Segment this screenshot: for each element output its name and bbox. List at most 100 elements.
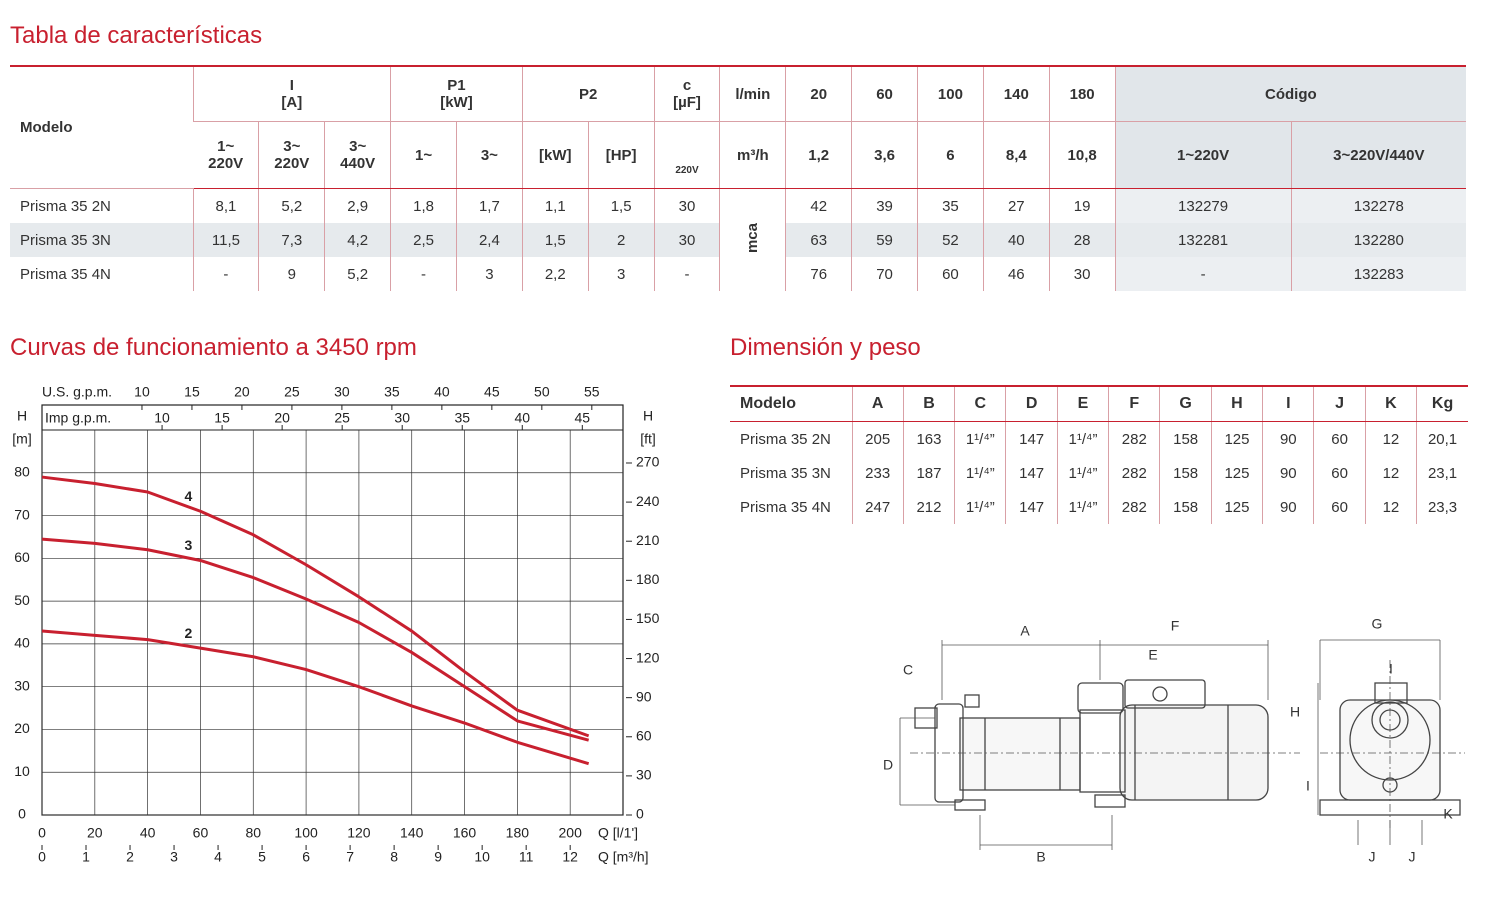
axis-label: Q [l/1'] <box>598 825 638 841</box>
x2-tick-label: 11 <box>519 849 534 865</box>
axis-label: Imp g.p.m. <box>45 410 111 426</box>
dimensions-table: Modelo A B C D E F G H I J K Kg Prisma 35 2N 205 163 1¹/… <box>730 385 1468 524</box>
table-cell: 158 <box>1159 421 1212 456</box>
header-cell: Kg <box>1416 386 1468 422</box>
header-cell: 3,6 <box>851 121 918 189</box>
table-cell: 1¹/⁴” <box>1056 421 1109 456</box>
x-tick-label: 20 <box>87 825 103 841</box>
table-cell: 163 <box>902 421 955 456</box>
table-cell: 90 <box>1262 456 1314 490</box>
x-tick-label: 60 <box>193 825 209 841</box>
table-cell: 90 <box>1262 421 1314 456</box>
dimension-label: E <box>1148 647 1157 663</box>
table-cell: 30 <box>653 188 720 223</box>
table-cell: 60 <box>1313 490 1366 524</box>
table-cell: 35 <box>917 188 984 223</box>
table-cell: 282 <box>1108 456 1160 490</box>
header-cell: Código <box>1114 66 1467 122</box>
table-cell: 5,2 <box>324 257 391 291</box>
curve-label: 4 <box>185 488 193 504</box>
x2-tick-label: 12 <box>562 849 578 865</box>
dimension-label: F <box>1171 618 1180 634</box>
axis-label: H <box>17 408 27 424</box>
table-cell: 2,4 <box>455 223 523 257</box>
curve <box>41 629 590 766</box>
table-cell: - <box>192 257 259 291</box>
table-cell: 8,1 <box>192 188 259 223</box>
table-cell: 4,2 <box>324 223 391 257</box>
header-cell: l/min <box>719 66 786 122</box>
table-row: Prisma 35 4N 247 212 1¹/⁴” 147 1¹/⁴” 282 158 125… <box>730 490 1468 524</box>
x2-tick-label: 7 <box>346 849 354 865</box>
table-cell: 23,1 <box>1416 456 1468 490</box>
x-tick-label: 140 <box>400 825 424 841</box>
dimension-label: J <box>1369 849 1376 865</box>
x2-tick-label: 3 <box>170 849 178 865</box>
dimension-label: I <box>1389 661 1393 677</box>
table-cell: 60 <box>1313 421 1366 456</box>
table-cell: 20,1 <box>1416 421 1468 456</box>
table-cell: 125 <box>1210 456 1263 490</box>
table-cell: 1,1 <box>521 188 589 223</box>
x3-tick-label: 40 <box>434 384 450 400</box>
header-cell: J <box>1313 386 1366 422</box>
y2-tick-label: 210 <box>636 532 660 548</box>
header-cell: 1~ <box>390 121 457 189</box>
header-cell: A <box>851 386 904 422</box>
table-row: Prisma 35 4N -9 5,2-3 2,2 3-76 70 60 46 30-13228… <box>10 257 1467 291</box>
x4-tick-label: 20 <box>274 410 290 426</box>
x4-tick-label: 30 <box>394 410 410 426</box>
table-cell: Prisma 35 3N <box>740 464 831 482</box>
y-tick-label: 40 <box>14 635 30 651</box>
x2-tick-label: 9 <box>434 849 442 865</box>
header-cell: K <box>1364 386 1417 422</box>
table-cell: 30 <box>653 223 720 257</box>
y2-tick-label: 240 <box>636 493 660 509</box>
table-cell: 187 <box>902 456 955 490</box>
table-row: Prisma 35 2N 8,1 5,2 2,9 1,8 1,7 1,1 1,5 30 mca 42… <box>10 188 1467 291</box>
table-cell: Prisma 35 2N <box>20 197 111 215</box>
table-cell: 1¹/⁴” <box>1056 490 1109 524</box>
curve-label: 3 <box>185 537 193 553</box>
table-cell: 42 <box>785 188 852 223</box>
y2-tick-label: 180 <box>636 571 660 587</box>
y2-tick-label: 60 <box>636 727 652 743</box>
header-cell: G <box>1159 386 1212 422</box>
table-row: Prisma 35 3N 11,5 7,3 4,2 2,5 2,4 1,5 2 30 63 59 52… <box>10 223 1467 257</box>
x3-tick-label: 20 <box>234 384 250 400</box>
header-cell: 180 <box>1048 66 1116 122</box>
x3-tick-label: 10 <box>134 384 150 400</box>
table-cell: 1¹/⁴” <box>954 456 1006 490</box>
table-cell: Prisma 35 3N <box>10 223 193 257</box>
table-cell: 2,5 <box>390 223 457 257</box>
x-tick-label: 120 <box>347 825 371 841</box>
y2-tick-label: 90 <box>636 688 652 704</box>
dimension-label: D <box>883 757 893 773</box>
table-cell: 212 <box>902 490 955 524</box>
x3-tick-label: 50 <box>534 384 550 400</box>
curve <box>41 475 590 738</box>
x-tick-label: 160 <box>453 825 477 841</box>
table-cell: 3 <box>455 257 523 291</box>
dimension-label: G <box>1372 616 1383 632</box>
y2-tick-label: 30 <box>636 767 652 783</box>
table-cell: 1,5 <box>521 223 589 257</box>
y-tick-label: 20 <box>14 720 30 736</box>
table-cell: 23,3 <box>1416 490 1468 524</box>
header-cell: D <box>1005 386 1058 422</box>
header-cell: P2 <box>521 66 655 122</box>
table-cell: 63 <box>785 223 852 257</box>
table-cell: 132280 <box>1290 223 1467 257</box>
table-cell: 5,2 <box>258 188 325 223</box>
header-cell: B <box>902 386 955 422</box>
dimension-label: H <box>1290 704 1300 720</box>
header-cell: 10,8 <box>1048 121 1116 189</box>
y-tick-label: 50 <box>14 592 30 608</box>
header-cell: [HP] <box>587 121 655 189</box>
table-cell: 59 <box>851 223 918 257</box>
table-cell: 52 <box>917 223 984 257</box>
table-row: Modelo I [A] P1 [kW] P2 c [µF] l/min 20 60 100 14… <box>10 66 1467 189</box>
table-cell: Prisma 35 4N <box>740 498 831 516</box>
y-tick-label: 60 <box>14 549 30 565</box>
